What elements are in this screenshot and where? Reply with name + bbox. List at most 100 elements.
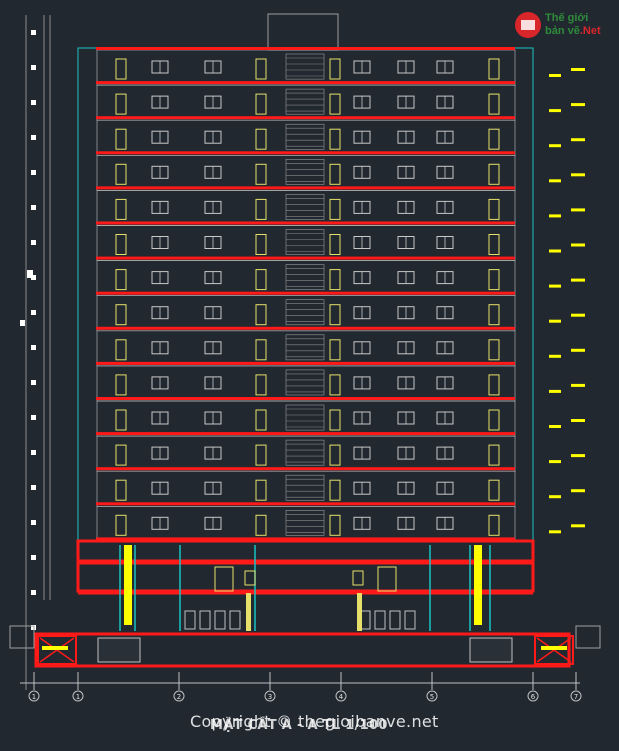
level-marker (549, 354, 561, 358)
ground-window (374, 610, 386, 630)
copyright-watermark: Copyright © thegioibanve.net (190, 712, 439, 731)
drawing-title: MẶT CẮT A - A TL 1/100 (210, 718, 388, 733)
stair-core (285, 88, 325, 115)
door (255, 409, 267, 431)
door (329, 479, 341, 501)
podium-column-yellow (246, 593, 251, 631)
door (488, 269, 500, 291)
stair-core (285, 194, 325, 220)
level-marker (571, 383, 585, 387)
dimension-tick (27, 270, 33, 278)
axis-bubble (173, 690, 185, 702)
dimension-tick (31, 310, 36, 315)
level-marker (571, 278, 585, 282)
door (329, 409, 341, 431)
door (115, 514, 127, 536)
stair-core (285, 229, 325, 255)
floor-slab (96, 361, 515, 365)
axis-bubble (426, 690, 438, 702)
door (255, 339, 267, 361)
door (488, 514, 500, 536)
door (255, 198, 267, 220)
floor-slab (96, 326, 515, 330)
door (255, 128, 267, 150)
door (329, 128, 341, 150)
level-marker (571, 419, 585, 422)
dimension-tick (31, 380, 36, 385)
podium-column-yellow (357, 593, 362, 631)
logo-line-2: bản vẽ.Net (545, 25, 601, 37)
level-marker (571, 173, 585, 177)
axis-label: 2 (177, 693, 181, 701)
floor-slab (96, 537, 515, 541)
dimension-tick (31, 135, 36, 140)
elevator-shaft (124, 545, 132, 625)
stair-core (285, 474, 325, 501)
level-marker (571, 489, 585, 493)
level-marker (571, 138, 585, 142)
door (488, 409, 500, 431)
door (115, 198, 127, 220)
dimension-tick (31, 205, 36, 210)
door (255, 93, 267, 115)
level-marker (549, 530, 561, 534)
level-marker (549, 249, 561, 253)
door (255, 479, 267, 501)
dimension-tick (31, 485, 36, 490)
ground-window (214, 610, 226, 630)
door (488, 128, 500, 150)
door (115, 304, 127, 326)
level-marker (549, 284, 561, 288)
door (115, 409, 127, 431)
garage-door (469, 637, 513, 663)
door (488, 374, 500, 396)
logo-net: .Net (579, 25, 601, 37)
door (115, 234, 127, 255)
podium-door (377, 566, 397, 592)
dimension-tick (31, 240, 36, 245)
podium-floor-2 (76, 561, 535, 593)
door (488, 339, 500, 361)
door (329, 58, 341, 80)
door (488, 163, 500, 185)
floor-slab (96, 502, 515, 506)
door (488, 234, 500, 255)
dimension-tick (31, 345, 36, 350)
axis-label: 1 (76, 693, 80, 701)
door (329, 234, 341, 255)
level-marker (571, 103, 585, 107)
floor-slab (96, 81, 515, 85)
dimension-tick (31, 555, 36, 560)
stair-core (285, 404, 325, 431)
door (115, 58, 127, 80)
level-marker (541, 646, 567, 650)
door (488, 93, 500, 115)
door (329, 304, 341, 326)
door (115, 374, 127, 396)
door (329, 444, 341, 466)
podium-floor-3 (76, 539, 535, 563)
level-marker (571, 313, 585, 317)
level-marker (549, 495, 561, 499)
dimension-tick (31, 275, 36, 280)
door (115, 479, 127, 501)
door (255, 444, 267, 466)
level-marker (571, 348, 585, 352)
floor-slab (96, 256, 515, 260)
logo-line-1: Thế giới (545, 12, 589, 24)
elevator-shaft (474, 545, 482, 625)
axis-bubble (335, 690, 347, 702)
dimension-tick (31, 170, 36, 175)
axis-label: 4 (339, 693, 344, 701)
door (488, 444, 500, 466)
floor-slab (96, 151, 515, 155)
dimension-tick (31, 30, 36, 35)
side-building-right (575, 625, 601, 649)
door (329, 374, 341, 396)
floor-slab (96, 291, 515, 295)
level-marker (549, 425, 561, 428)
door (255, 304, 267, 326)
stair-core (285, 299, 325, 326)
stair-core (285, 53, 325, 80)
